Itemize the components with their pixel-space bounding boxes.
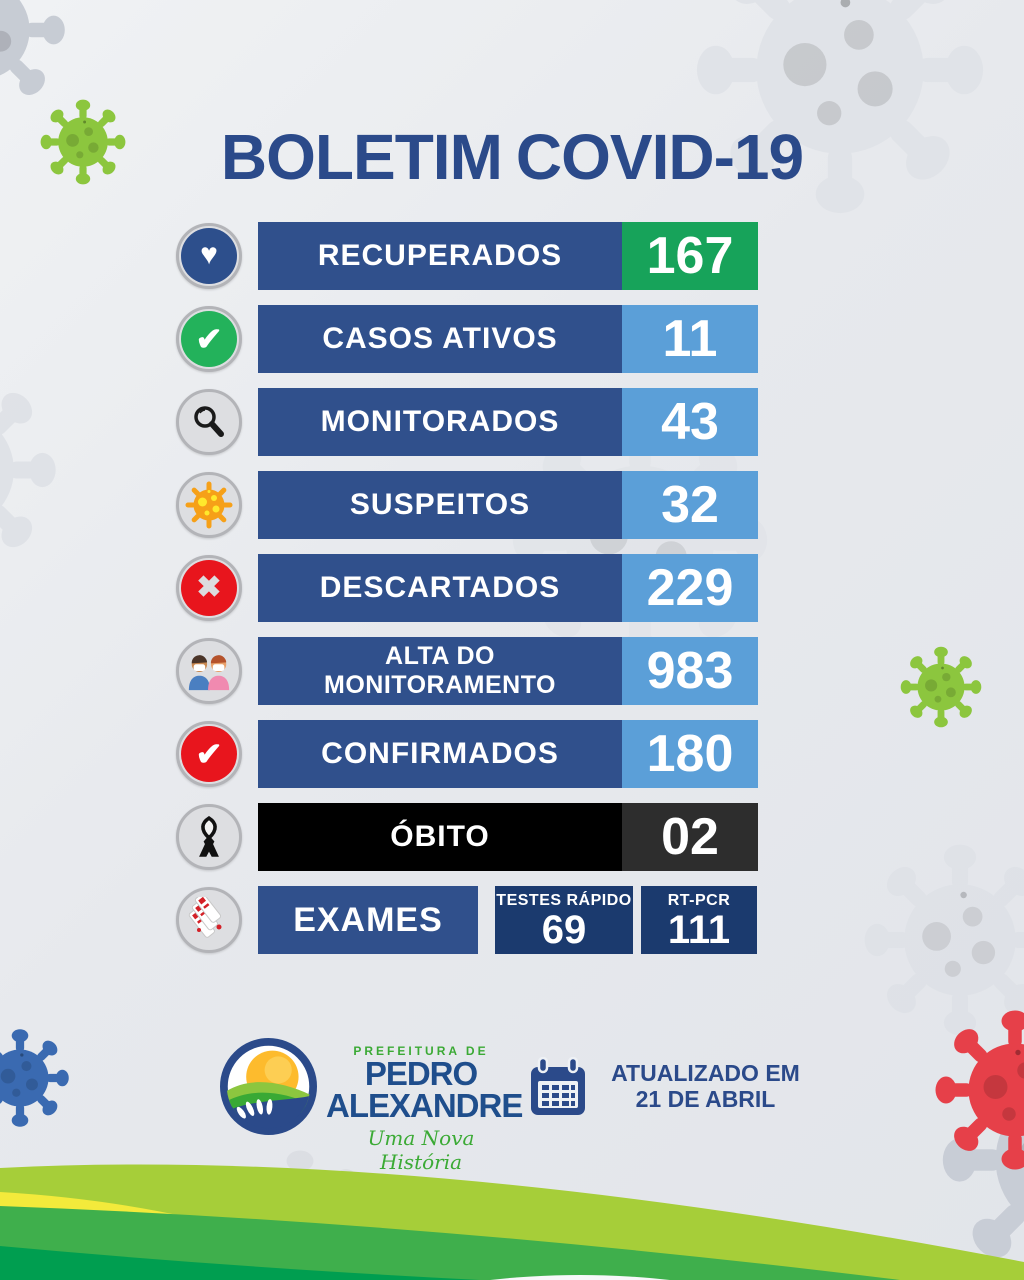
- stat-row-casos-ativos: ✔ CASOS ATIVOS 11: [176, 305, 758, 373]
- stat-value: 180: [646, 725, 734, 783]
- magnifier-icon: [176, 389, 242, 455]
- stat-label-bar: MONITORADOS: [258, 388, 622, 456]
- stat-label: CASOS ATIVOS: [322, 322, 558, 355]
- stat-label-bar: SUSPEITOS: [258, 471, 622, 539]
- title-word-covid19: COVID-19: [515, 121, 804, 193]
- rtpcr-value: 111: [667, 908, 731, 952]
- stat-row-confirmados: ✔ CONFIRMADOS 180: [176, 720, 758, 788]
- stat-label: MONITORADOS: [320, 405, 560, 438]
- rtpcr-label: RT-PCR: [667, 892, 731, 909]
- updated-line-2: 21 DE ABRIL: [635, 1086, 776, 1113]
- stat-value-box: 167: [622, 222, 758, 290]
- stat-label-bar: ÓBITO: [258, 803, 622, 871]
- stat-value-box: 180: [622, 720, 758, 788]
- city-logo-text: PREFEITURA DE PEDRO ALEXANDRE Uma Nova H…: [326, 1044, 523, 1174]
- stat-value-box: 11: [622, 305, 758, 373]
- stat-row-exames: EXAMES TESTES RÁPIDO 69 RT-PCR 111: [176, 886, 758, 954]
- swoosh-white-arc: [490, 1275, 670, 1280]
- swoosh-band-green: [0, 1206, 1024, 1280]
- updated-line-1: ATUALIZADO EM: [611, 1060, 800, 1086]
- stat-label-bar: RECUPERADOS: [258, 222, 622, 290]
- swoosh-band-deep-green: [0, 1246, 480, 1280]
- stat-value-box: 32: [622, 471, 758, 539]
- logo-city-name-1: PEDRO: [364, 1055, 478, 1092]
- test-kit-icon: [176, 887, 242, 953]
- stat-label-bar: CASOS ATIVOS: [258, 305, 622, 373]
- check-red-icon: ✔: [176, 721, 242, 787]
- stat-value-box: 43: [622, 388, 758, 456]
- stat-value-box: 02: [622, 803, 758, 871]
- virus-orange-icon: [176, 472, 242, 538]
- rtpcr-box: RT-PCR 111: [641, 886, 757, 954]
- stat-value-box: 229: [622, 554, 758, 622]
- stat-value: 43: [661, 393, 719, 451]
- rapid-tests-label: TESTES RÁPIDO: [496, 892, 632, 909]
- city-logo-icon: [220, 1038, 317, 1140]
- x-red-icon: ✖: [176, 555, 242, 621]
- stat-label-line2: MONITORAMENTO: [324, 671, 556, 699]
- stat-row-descartados: ✖ DESCARTADOS 229: [176, 554, 758, 622]
- stat-label: ÓBITO: [390, 820, 490, 853]
- stat-label-bar: ALTA DO MONITORAMENTO: [258, 637, 622, 705]
- logo-prefeitura-label: PREFEITURA DE: [353, 1044, 489, 1058]
- stat-label-line1: ALTA DO: [385, 642, 495, 671]
- stat-value: 983: [646, 642, 734, 700]
- stat-row-suspeitos: SUSPEITOS 32: [176, 471, 758, 539]
- people-masks-icon: [176, 638, 242, 704]
- heart-icon: ♥: [176, 223, 242, 289]
- stat-value: 02: [661, 808, 719, 866]
- check-green-icon: ✔: [176, 306, 242, 372]
- stats-list: ♥ RECUPERADOS 167 ✔ CASOS ATIVOS 11: [176, 222, 758, 954]
- rapid-tests-box: TESTES RÁPIDO 69: [495, 886, 633, 954]
- title-word-boletim: BOLETIM: [220, 121, 503, 193]
- calendar-icon: [528, 1056, 588, 1124]
- stat-label-bar: CONFIRMADOS: [258, 720, 622, 788]
- page-title: BOLETIM COVID-19: [0, 120, 1024, 194]
- stat-label-bar: DESCARTADOS: [258, 554, 622, 622]
- stat-label: RECUPERADOS: [317, 239, 563, 272]
- stat-row-monitorados: MONITORADOS 43: [176, 388, 758, 456]
- stat-row-recuperados: ♥ RECUPERADOS 167: [176, 222, 758, 290]
- exam-label: EXAMES: [293, 900, 443, 939]
- stat-label: CONFIRMADOS: [321, 737, 559, 770]
- stat-value: 11: [662, 310, 718, 368]
- stat-row-alta-monitoramento: ALTA DO MONITORAMENTO 983: [176, 637, 758, 705]
- stat-row-obito: ÓBITO 02: [176, 803, 758, 871]
- logo-city-name-2: ALEXANDRE: [326, 1087, 523, 1125]
- logo-tagline: Uma Nova História: [367, 1125, 475, 1174]
- stat-value: 32: [661, 476, 719, 534]
- updated-date: ATUALIZADO EM 21 DE ABRIL: [598, 1060, 813, 1113]
- stat-label: SUSPEITOS: [349, 488, 531, 521]
- mourning-ribbon-icon: [176, 804, 242, 870]
- stat-value-box: 983: [622, 637, 758, 705]
- stat-value: 167: [646, 227, 734, 285]
- exam-label-bar: EXAMES: [258, 886, 478, 954]
- stat-label: DESCARTADOS: [319, 571, 561, 604]
- stat-value: 229: [646, 559, 734, 617]
- rapid-tests-value: 69: [541, 908, 587, 952]
